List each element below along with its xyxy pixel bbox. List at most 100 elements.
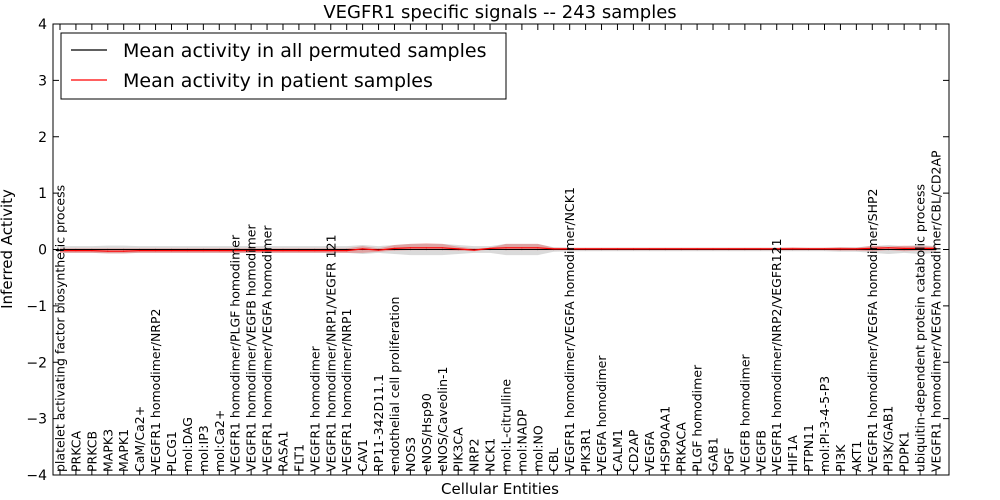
category-label: PRKCB (84, 431, 99, 472)
point-series-1-32 (569, 248, 571, 250)
category-label: MAPK1 (116, 429, 131, 472)
point-series-0-54 (919, 248, 921, 251)
point-series-1-31 (553, 248, 555, 250)
point-series-0-15 (298, 248, 300, 251)
point-series-0-12 (250, 248, 252, 251)
category-label: VEGFR1 homodimer/PLGF homodimer (228, 234, 243, 472)
y-axis-label: Inferred Activity (0, 189, 16, 309)
y-axis-ticks: −4 −3 −2 −1 0 1 2 3 4 (26, 17, 949, 484)
y-tick-label: −2 (26, 355, 47, 371)
y-tick-label: −3 (26, 412, 47, 428)
category-label: RASA1 (276, 431, 291, 472)
point-series-1-23 (425, 247, 427, 249)
point-series-1-44 (760, 248, 762, 250)
y-tick-label: 3 (38, 73, 47, 89)
category-label: PRKCA (68, 431, 83, 472)
category-label: eNOS/Caveolin-1 (435, 367, 450, 472)
category-label: RP11-342D11.1 (371, 374, 386, 472)
point-series-0-7 (170, 248, 173, 251)
y-tick-label: 1 (38, 186, 47, 202)
legend: Mean activity in all permuted samples Me… (60, 32, 507, 100)
category-label: VEGFR1 homodimer/NRP1 (339, 309, 354, 472)
point-series-0-52 (887, 248, 889, 251)
point-series-0-53 (903, 248, 905, 251)
point-series-1-38 (664, 248, 666, 250)
category-label: GAB1 (706, 437, 721, 472)
point-series-1-37 (648, 248, 650, 250)
category-label: CD2AP (626, 429, 641, 472)
x-axis-ticks (59, 24, 937, 475)
category-label: mol:L-citrulline (499, 379, 514, 472)
point-series-0-9 (202, 248, 204, 251)
point-series-0-27 (489, 248, 491, 251)
series-lines (59, 247, 937, 252)
line-series-1 (60, 247, 936, 252)
category-label: PI3K (833, 444, 848, 472)
category-label: CBL (546, 448, 561, 472)
category-label: mol:NO (530, 425, 545, 472)
point-series-1-51 (871, 247, 873, 249)
category-label: PDPK1 (897, 431, 912, 472)
point-series-0-18 (346, 248, 348, 251)
point-series-1-30 (537, 247, 539, 249)
category-label: VEGFA homodimer (594, 355, 609, 472)
category-label: endothelial cell proliferation (387, 297, 402, 472)
category-label: mol:PI-3-4-5-P3 (817, 376, 832, 472)
category-label: MAPK3 (100, 429, 115, 472)
point-series-1-3 (107, 250, 109, 252)
point-series-1-55 (935, 247, 937, 249)
point-series-1-21 (393, 247, 396, 249)
point-series-1-27 (489, 247, 491, 249)
category-label: PLGF homodimer (690, 364, 705, 472)
point-series-1-49 (839, 248, 842, 250)
category-label: VEGFR1 homodimer (307, 345, 322, 472)
category-label: FLT1 (291, 444, 306, 472)
category-label: VEGFB (753, 430, 768, 472)
point-series-1-16 (314, 250, 316, 252)
point-series-1-22 (409, 247, 411, 249)
point-series-1-43 (744, 248, 746, 250)
category-label: PI3K/GAB1 (881, 406, 896, 472)
category-label: VEGFB homodimer (737, 353, 752, 472)
point-series-0-23 (425, 248, 427, 251)
point-series-0-5 (139, 248, 141, 251)
category-label: AKT1 (849, 441, 864, 472)
point-series-1-46 (792, 248, 794, 250)
category-label: VEGFR1 homodimer/VEGFA homodimer (260, 225, 275, 472)
y-tick-label: −4 (26, 468, 47, 484)
category-label: PIK3R1 (578, 428, 593, 472)
point-series-1-39 (680, 248, 682, 250)
point-series-1-53 (903, 247, 905, 249)
y-tick-label: 4 (38, 17, 47, 33)
point-series-0-6 (155, 248, 157, 251)
point-series-1-18 (346, 250, 348, 252)
point-series-1-7 (170, 250, 173, 252)
point-series-1-33 (585, 248, 587, 250)
point-series-0-17 (330, 248, 332, 251)
point-series-0-51 (871, 248, 873, 251)
point-series-1-1 (75, 250, 77, 252)
point-series-1-34 (600, 248, 603, 250)
category-label: CALM1 (610, 429, 625, 472)
point-series-0-0 (59, 248, 61, 251)
point-series-0-1 (75, 248, 77, 251)
category-label: NCK1 (483, 438, 498, 472)
point-series-0-4 (123, 248, 125, 251)
category-label: VEGFR1 homodimer/NRP2/VEGFR121 (769, 238, 784, 472)
point-series-1-8 (186, 250, 188, 252)
category-label: VEGFR1 homodimer/VEGFA homodimer/NCK1 (562, 187, 577, 472)
category-label: PLCG1 (164, 431, 179, 472)
point-series-1-41 (712, 248, 714, 250)
x-axis-label: Cellular Entities (441, 480, 559, 498)
point-series-0-55 (935, 248, 937, 251)
point-series-0-10 (218, 248, 220, 251)
legend-label-patient: Mean activity in patient samples (123, 70, 433, 92)
category-label: ubiquitin-dependent protein catabolic pr… (913, 184, 928, 472)
point-series-0-24 (441, 248, 443, 251)
point-series-0-11 (234, 248, 236, 251)
category-label: platelet activating factor biosynthetic … (53, 185, 68, 472)
legend-box (60, 32, 507, 100)
point-series-1-54 (919, 247, 921, 249)
point-series-1-17 (330, 250, 332, 252)
category-label: VEGFR1 homodimer/VEGFA homodimer/CBL/CD2… (929, 150, 944, 472)
